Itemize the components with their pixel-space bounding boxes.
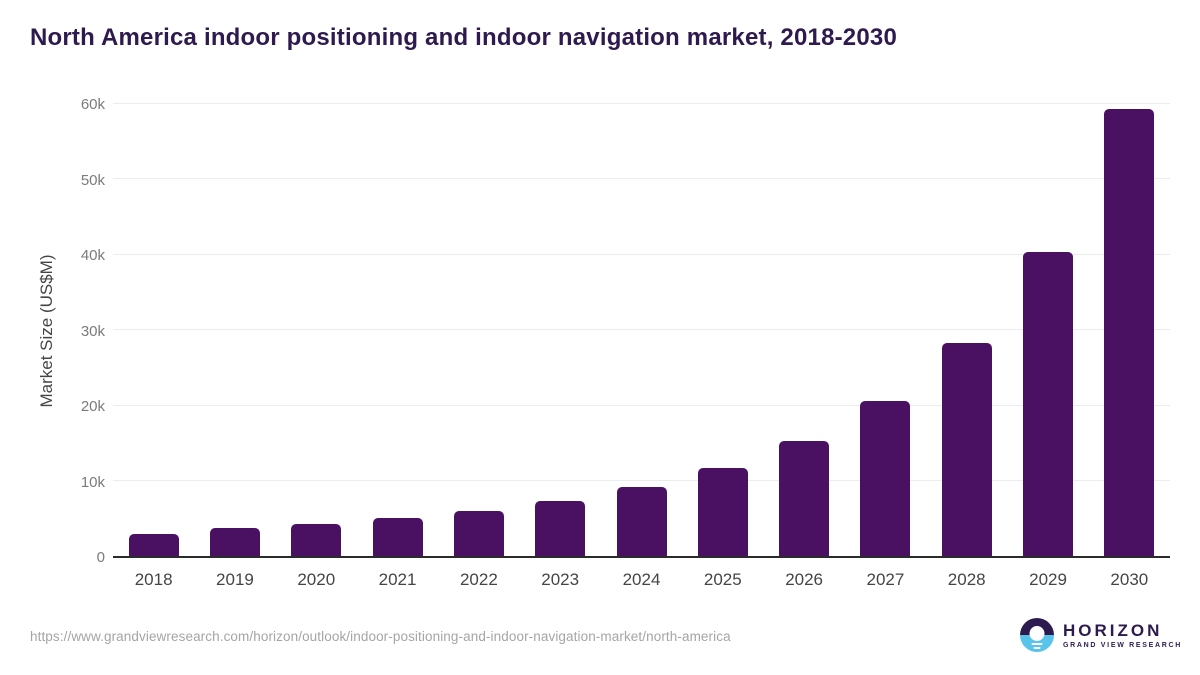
bar-2025 [697, 468, 748, 556]
x-tick-label-2022: 2022 [459, 570, 498, 589]
y-tick-label-30k: 30k [80, 322, 105, 340]
logo-subtext: GRAND VIEW RESEARCH [1063, 641, 1183, 649]
y-tick-label-60k: 60k [80, 96, 105, 113]
gridline-50k [113, 178, 1170, 179]
plot-area [113, 102, 1170, 558]
page-title: North America indoor positioning and ind… [30, 24, 897, 51]
bar-2018 [128, 534, 179, 556]
x-tick-label-2024: 2024 [622, 570, 661, 589]
x-tick-label-2028: 2028 [947, 570, 986, 589]
horizon-line-icon [1033, 647, 1041, 649]
x-tick-label-2025: 2025 [703, 570, 742, 589]
y-tick-label-50k: 50k [80, 171, 105, 189]
y-tick-label-10k: 10k [80, 473, 105, 491]
bar-2024 [616, 486, 667, 556]
source-url: https://www.grandviewresearch.com/horizo… [30, 629, 731, 644]
gridline-30k [113, 329, 1170, 330]
logo-text: HORIZON GRAND VIEW RESEARCH [1063, 622, 1182, 649]
gridline-20k [113, 404, 1170, 406]
horizon-logo: HORIZON GRAND VIEW RESEARCH [1020, 618, 1182, 652]
bar-2020 [291, 523, 342, 556]
bar-2030 [1104, 109, 1155, 556]
x-tick-label-2029: 2029 [1029, 570, 1067, 589]
bar-2022 [453, 511, 504, 556]
bar-2029 [1023, 251, 1074, 556]
bar-2023 [535, 500, 586, 556]
logo-name: HORIZON [1063, 620, 1163, 640]
y-tick-label-40k: 40k [80, 247, 105, 264]
bar-2028 [941, 343, 992, 556]
bar-2021 [372, 518, 423, 556]
x-tick-label-2026: 2026 [785, 570, 824, 589]
y-tick-label-20k: 20k [80, 398, 105, 415]
x-tick-label-2018: 2018 [134, 570, 173, 589]
bar-2027 [860, 401, 911, 556]
x-tick-label-2021: 2021 [378, 570, 417, 589]
x-tick-label-2023: 2023 [541, 570, 580, 589]
gridline-10k [113, 480, 1170, 481]
x-tick-label-2020: 2020 [297, 570, 336, 589]
horizon-line-icon [1031, 643, 1043, 645]
gridline-60k [113, 102, 1170, 104]
sun-icon [1029, 626, 1045, 641]
gridline-40k [113, 253, 1170, 255]
bar-2026 [779, 440, 830, 556]
x-tick-label-2030: 2030 [1110, 570, 1149, 589]
x-tick-label-2019: 2019 [216, 570, 254, 589]
horizon-logo-icon [1020, 618, 1054, 652]
bar-2019 [209, 528, 260, 556]
x-tick-label-2027: 2027 [866, 570, 905, 589]
y-tick-label-0: 0 [96, 549, 105, 566]
